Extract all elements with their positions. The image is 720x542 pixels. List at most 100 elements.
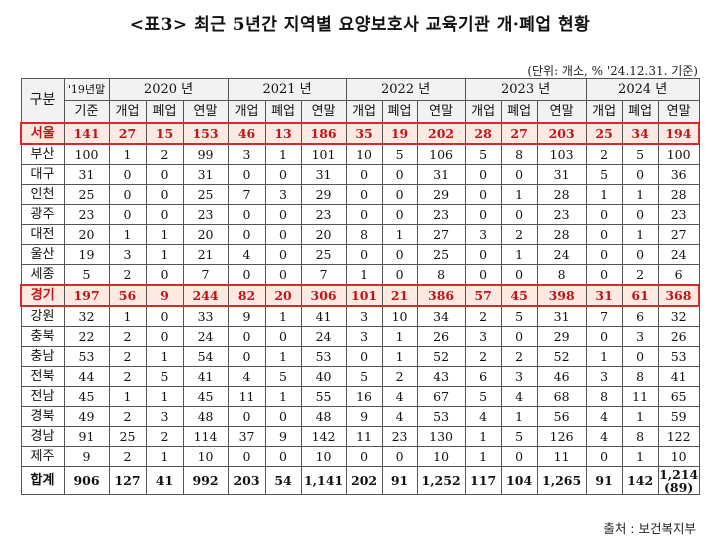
header-year-2022: 2022 년 — [345, 78, 466, 101]
value-cell: 10 — [381, 305, 418, 327]
header-sub: 연말 — [657, 100, 700, 124]
value-cell: 2 — [464, 346, 502, 367]
region-cell: 경남 — [20, 426, 65, 447]
value-cell: 3 — [345, 326, 383, 347]
value-cell: 27 — [500, 122, 538, 145]
value-cell: 5 — [500, 305, 538, 327]
value-cell: 40 — [300, 366, 347, 387]
value-cell: 4 — [227, 366, 266, 387]
value-cell: 0 — [464, 244, 502, 265]
value-cell: 24 — [536, 244, 587, 265]
value-cell: 25 — [63, 184, 110, 205]
value-cell: 0 — [381, 184, 418, 205]
value-cell: 2 — [500, 224, 538, 245]
value-cell: 0 — [264, 204, 302, 225]
value-cell: 29 — [416, 184, 466, 205]
value-cell: 0 — [264, 164, 302, 185]
value-cell: 7 — [300, 264, 347, 286]
value-cell: 0 — [145, 184, 184, 205]
value-cell: 27 — [416, 224, 466, 245]
value-cell: 142 — [300, 426, 347, 447]
value-cell: 53 — [657, 346, 700, 367]
value-cell: 8 — [585, 386, 623, 407]
value-cell: 1 — [381, 346, 418, 367]
source-note: 출처 : 보건복지부 — [603, 521, 696, 536]
value-cell: 10 — [345, 143, 383, 165]
value-cell: 1 — [381, 326, 418, 347]
value-cell: 2 — [621, 264, 659, 286]
region-cell: 충북 — [20, 326, 65, 347]
table-row: 강원 32 1 0 33 9 1 41 3 10 34 2 5 31 7 6 32 — [20, 305, 700, 327]
value-cell: 35 — [345, 122, 383, 145]
value-cell: 0 — [145, 264, 184, 286]
value-cell: 0 — [145, 305, 184, 327]
value-cell: 21 — [381, 284, 418, 307]
value-cell: 34 — [621, 122, 659, 145]
value-cell: 0 — [227, 264, 266, 286]
value-cell: 54 — [182, 346, 229, 367]
value-cell: 2 — [108, 326, 147, 347]
value-cell: 37 — [227, 426, 266, 447]
value-cell: 10 — [182, 446, 229, 467]
value-cell: 153 — [182, 122, 229, 145]
value-cell: 186 — [300, 122, 347, 145]
value-cell: 9 — [145, 284, 184, 307]
value-cell: 101 — [300, 143, 347, 165]
value-cell: 25 — [416, 244, 466, 265]
value-cell: 197 — [63, 284, 110, 307]
value-cell: 26 — [416, 326, 466, 347]
value-cell: 0 — [345, 346, 383, 367]
value-cell: 31 — [585, 284, 623, 307]
value-cell: 368 — [657, 284, 701, 307]
value-cell: 0 — [264, 224, 302, 245]
value-cell: 386 — [416, 284, 466, 307]
value-cell: 0 — [585, 264, 623, 286]
value-cell: 11 — [536, 446, 587, 467]
value-cell: 1 — [621, 184, 659, 205]
value-cell: 24 — [182, 326, 229, 347]
value-cell: 9 — [264, 426, 302, 447]
value-cell: 57 — [464, 284, 502, 307]
value-cell: 24 — [300, 326, 347, 347]
value-cell: 5 — [621, 143, 659, 165]
value-cell: 3 — [145, 406, 184, 427]
value-cell: 67 — [416, 386, 466, 407]
value-cell: 3 — [500, 366, 538, 387]
value-cell: 2 — [108, 264, 147, 286]
header-sub: 폐업 — [500, 100, 538, 124]
value-cell: 8 — [621, 366, 659, 387]
header-base-top: '19년말 — [63, 78, 110, 101]
value-cell: 27 — [657, 224, 700, 245]
value-cell: 114 — [182, 426, 229, 447]
value-cell: 0 — [464, 264, 502, 286]
value-cell: 3 — [464, 326, 502, 347]
value-cell: 1 — [585, 346, 623, 367]
header-sub: 개업 — [227, 100, 266, 124]
region-cell: 서울 — [20, 122, 65, 145]
total-value-cell: 992 — [182, 466, 229, 495]
value-cell: 0 — [500, 446, 538, 467]
table-row: 부산 100 1 2 99 3 1 101 10 5 106 5 8 103 2 5 100 — [20, 143, 700, 165]
value-cell: 41 — [657, 366, 700, 387]
value-cell: 31 — [536, 305, 587, 327]
value-cell: 0 — [227, 164, 266, 185]
header-year-2021: 2021 년 — [227, 78, 347, 101]
value-cell: 0 — [381, 446, 418, 467]
value-cell: 1 — [464, 426, 502, 447]
value-cell: 1 — [500, 244, 538, 265]
value-cell: 23 — [536, 204, 587, 225]
region-cell: 세종 — [20, 264, 65, 286]
value-cell: 2 — [108, 446, 147, 467]
value-cell: 46 — [227, 122, 266, 145]
header-sub: 연말 — [300, 100, 347, 124]
total-value-cell: 117 — [464, 466, 502, 495]
value-cell: 5 — [464, 143, 502, 165]
value-cell: 28 — [536, 224, 587, 245]
table-row: 서울 141 27 15 153 46 13 186 35 19 202 28 27 203 25 34 194 — [20, 122, 701, 145]
header-sub: 연말 — [182, 100, 229, 124]
value-cell: 25 — [585, 122, 623, 145]
value-cell: 7 — [182, 264, 229, 286]
value-cell: 122 — [657, 426, 700, 447]
value-cell: 8 — [500, 143, 538, 165]
region-cell: 대구 — [20, 164, 65, 185]
